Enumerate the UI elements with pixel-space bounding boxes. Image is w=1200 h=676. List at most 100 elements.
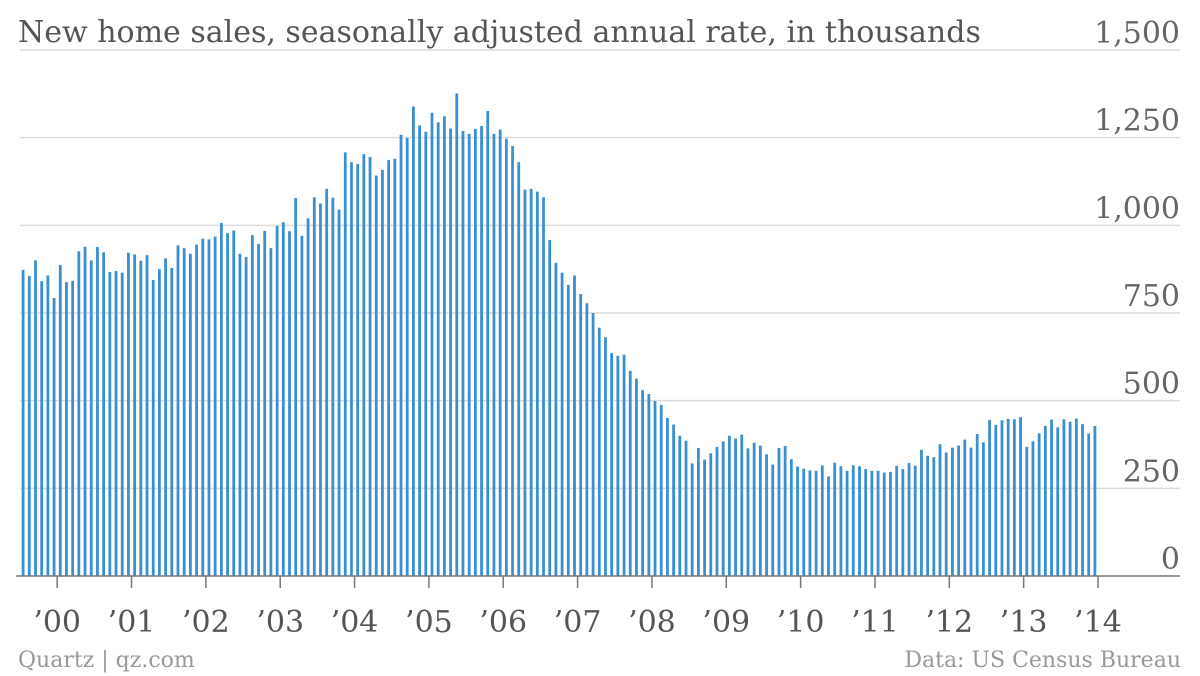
bar <box>1093 425 1097 576</box>
bar <box>102 252 106 576</box>
bar <box>542 197 545 576</box>
bar <box>182 248 186 576</box>
bar <box>343 152 347 576</box>
bar <box>362 154 366 576</box>
y-tick-label: 250 <box>1123 454 1180 489</box>
bar <box>58 264 62 576</box>
bar <box>498 129 502 576</box>
bar <box>653 401 657 576</box>
bar <box>864 469 868 576</box>
bar <box>442 116 446 576</box>
source-left: Quartz | qz.com <box>18 648 195 673</box>
bar <box>89 260 93 576</box>
bar <box>1000 420 1004 576</box>
bar <box>108 271 112 576</box>
bar <box>920 449 923 576</box>
bar <box>851 465 855 576</box>
bar <box>814 470 818 576</box>
bar <box>1087 433 1091 576</box>
bar <box>430 112 434 577</box>
bar <box>554 262 558 576</box>
bar <box>635 378 638 576</box>
bar <box>1074 418 1078 576</box>
bar <box>71 280 75 576</box>
x-tick-label: ’13 <box>1000 605 1048 640</box>
x-tick-label: ’00 <box>33 605 81 640</box>
bar <box>951 447 954 576</box>
bar <box>858 466 861 576</box>
bar <box>257 243 260 577</box>
bar <box>777 448 781 576</box>
bar <box>219 222 223 576</box>
bar <box>913 465 917 576</box>
bar <box>808 470 812 576</box>
bar <box>139 260 143 576</box>
bar <box>752 442 756 576</box>
bar <box>579 294 583 576</box>
bar <box>771 464 775 576</box>
x-tick-label: ’02 <box>182 605 230 640</box>
bar <box>1062 419 1066 576</box>
x-tick-label: ’03 <box>256 605 304 640</box>
bar <box>697 448 700 576</box>
bar <box>337 209 341 577</box>
bar <box>994 424 998 576</box>
bar <box>350 162 353 576</box>
bar <box>294 197 298 577</box>
bar <box>672 424 676 576</box>
bar <box>938 444 942 576</box>
bars <box>21 93 1097 577</box>
x-tick-label: ’06 <box>479 605 527 640</box>
bar <box>1043 425 1047 576</box>
bar <box>703 459 706 576</box>
bar <box>319 203 322 576</box>
bar <box>412 106 415 577</box>
bar <box>170 268 174 576</box>
bar <box>374 175 378 577</box>
bar <box>1050 419 1053 576</box>
bar <box>659 404 663 576</box>
bar <box>226 233 229 577</box>
x-tick-label: ’11 <box>851 605 899 640</box>
bar <box>486 111 490 577</box>
bar <box>449 128 452 577</box>
bar <box>709 453 713 576</box>
bar <box>715 446 719 576</box>
bar <box>758 445 762 576</box>
bar <box>480 126 483 576</box>
bar <box>1019 417 1022 576</box>
x-tick-label: ’08 <box>628 605 676 640</box>
bar <box>876 470 880 576</box>
x-tick-label: ’01 <box>108 605 156 640</box>
bar <box>195 244 198 576</box>
bar <box>1081 424 1084 576</box>
bar <box>418 125 421 576</box>
bar <box>263 230 267 576</box>
y-tick-label: 750 <box>1123 279 1180 314</box>
bar <box>901 469 905 576</box>
source-right: Data: US Census Bureau <box>904 648 1181 673</box>
bar <box>1056 427 1060 576</box>
bar <box>678 435 682 576</box>
bar <box>34 260 37 576</box>
bar <box>535 191 539 577</box>
bar <box>802 468 806 576</box>
bar <box>158 269 161 576</box>
grid-lines <box>20 49 1180 490</box>
bar <box>207 239 211 577</box>
y-tick-label: 1,000 <box>1094 191 1180 226</box>
bar <box>789 459 793 576</box>
bar <box>381 169 384 576</box>
bar <box>312 197 316 576</box>
bar <box>176 245 180 576</box>
bar <box>560 272 564 576</box>
x-tick-label: ’07 <box>554 605 602 640</box>
bar <box>734 438 737 576</box>
bar <box>164 258 167 576</box>
bar <box>232 230 236 576</box>
bar <box>566 284 570 576</box>
x-tick-label: ’12 <box>925 605 973 640</box>
y-tick-label: 0 <box>1161 542 1180 577</box>
bar <box>393 158 397 576</box>
